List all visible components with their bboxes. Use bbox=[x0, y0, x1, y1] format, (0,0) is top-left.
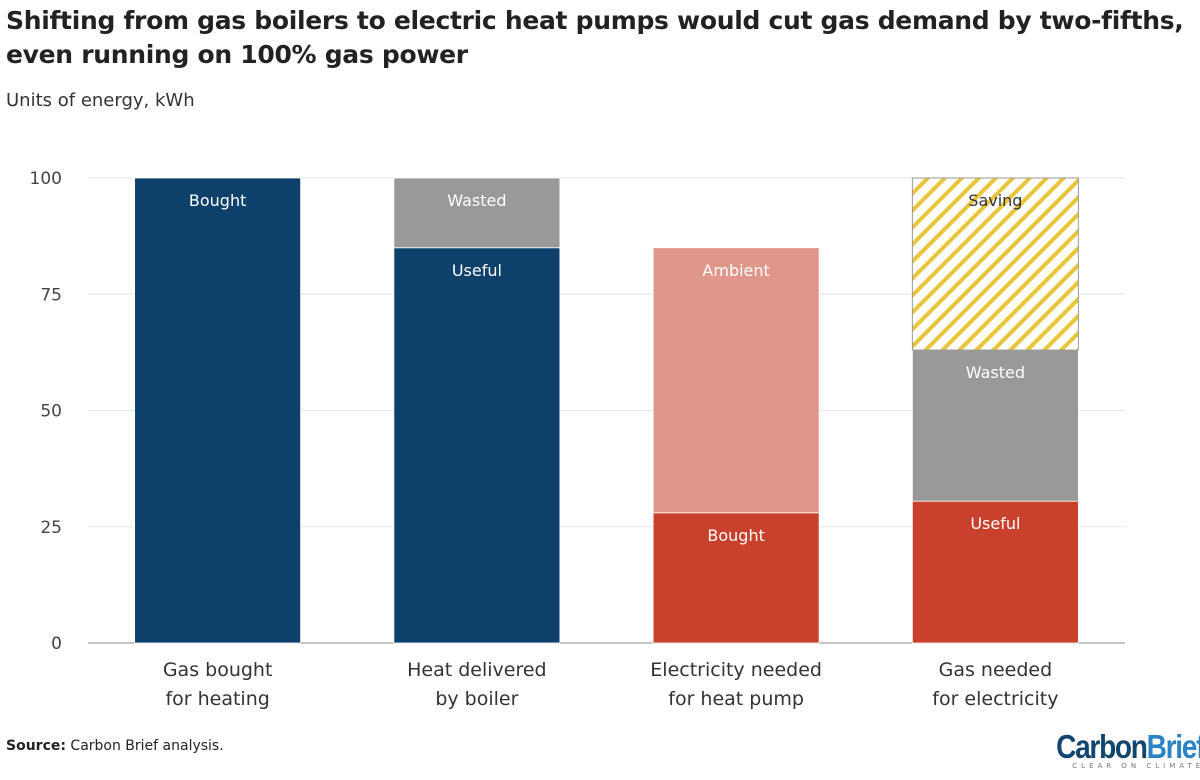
bar-segment-ambient bbox=[652, 247, 820, 514]
y-tick-label: 75 bbox=[40, 285, 62, 305]
logo-part2: Brief bbox=[1146, 728, 1200, 765]
y-tick-label: 100 bbox=[30, 169, 62, 189]
x-tick-label: for heating bbox=[165, 688, 269, 710]
bar-segment-bought bbox=[134, 177, 302, 644]
x-tick-label: for heat pump bbox=[668, 688, 804, 710]
segment-label: Useful bbox=[970, 514, 1020, 533]
bar-segment-bought bbox=[652, 512, 820, 644]
source-text: Carbon Brief analysis. bbox=[65, 738, 224, 754]
y-tick-label: 25 bbox=[40, 518, 62, 538]
bar-segment-wasted bbox=[911, 349, 1079, 502]
segment-label: Bought bbox=[189, 191, 246, 210]
x-tick-label: Gas needed bbox=[939, 659, 1053, 681]
segment-label: Useful bbox=[452, 261, 502, 280]
x-tick-label: Heat delivered bbox=[407, 659, 547, 681]
bar-segment-saving bbox=[911, 177, 1079, 351]
segment-label: Bought bbox=[707, 526, 764, 545]
bar-segment-useful bbox=[393, 247, 561, 644]
segment-label: Wasted bbox=[966, 363, 1025, 382]
bar-segment-useful bbox=[911, 500, 1079, 644]
y-tick-label: 0 bbox=[51, 634, 62, 654]
segment-label: Saving bbox=[968, 191, 1022, 210]
source-label: Source: bbox=[6, 738, 66, 754]
x-tick-label: Electricity needed bbox=[650, 659, 822, 681]
chart-subtitle: Units of energy, kWh bbox=[6, 90, 195, 111]
x-tick-label: Gas bought bbox=[163, 659, 273, 681]
logo-part1: Carbon bbox=[1056, 728, 1148, 765]
segment-label: Ambient bbox=[702, 261, 769, 280]
x-tick-label: by boiler bbox=[435, 688, 518, 710]
y-tick-label: 50 bbox=[40, 402, 62, 422]
logo-tagline: CLEAR ON CLIMATE bbox=[1072, 762, 1200, 770]
x-tick-label: for electricity bbox=[932, 688, 1058, 710]
chart-title: Shifting from gas boilers to electric he… bbox=[6, 6, 1184, 69]
segment-label: Wasted bbox=[447, 191, 506, 210]
carbon-brief-logo: CarbonBrief CLEAR ON CLIMATE bbox=[1030, 728, 1200, 770]
source-note: Source: Carbon Brief analysis. bbox=[6, 738, 224, 754]
bar-segment-wasted bbox=[393, 177, 561, 249]
